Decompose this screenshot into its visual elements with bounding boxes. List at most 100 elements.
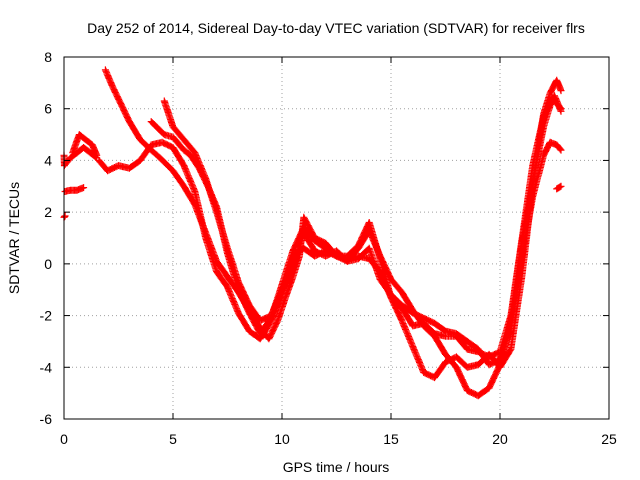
data-point [89,151,91,154]
data-point [226,275,229,278]
series-s9 [553,182,565,193]
plot-frame [63,56,610,420]
y-tick-label: 6 [44,101,52,117]
data-point [324,242,327,244]
data-layer [60,66,565,400]
data-point [119,102,122,105]
data-point [455,366,458,369]
x-axis-label: GPS time / hours [283,459,390,475]
data-point [477,394,480,397]
data-point [161,141,163,144]
data-point [313,250,316,252]
series-s3 [60,212,69,221]
data-point [194,203,196,206]
series-s4 [69,131,101,159]
data-point [128,167,131,169]
data-point [444,353,447,356]
data-point [455,356,458,358]
data-point [172,126,174,128]
data-point [303,226,305,229]
data-point [194,151,196,154]
x-tick-label: 25 [601,431,617,447]
data-point [215,270,218,273]
data-point [226,252,229,255]
data-point [226,286,229,288]
data-point [71,151,74,154]
data-point [324,255,327,257]
data-point [117,164,120,167]
data-point [412,309,414,312]
y-tick-label: 8 [44,49,52,65]
data-point [259,319,262,322]
data-point [237,312,240,314]
data-point [104,69,107,71]
data-point [78,133,81,136]
data-point [560,89,562,92]
data-point [444,330,447,332]
data-point [207,185,209,188]
data-point [560,110,562,113]
y-tick-label: 0 [44,256,52,272]
data-point [69,189,72,191]
data-point [549,141,551,144]
series-markers [160,94,565,400]
data-point [150,120,152,123]
data-point [189,154,192,157]
data-point [510,348,512,350]
data-point [313,255,316,257]
data-point [76,151,78,154]
data-point [163,100,166,102]
data-point [466,348,469,350]
data-point [401,291,403,294]
data-point [95,154,98,157]
x-tick-label: 10 [274,431,290,447]
data-point [466,389,469,392]
data-point [521,275,523,278]
x-tick-label: 5 [169,431,177,447]
data-point [346,255,349,257]
data-point [368,257,371,260]
data-point [194,190,196,193]
data-point [433,322,436,325]
data-point [488,356,490,358]
data-point [259,332,262,335]
data-point [150,149,152,151]
data-point [139,159,142,162]
data-point [111,84,113,87]
data-point [531,164,534,167]
series-markers [61,184,88,195]
y-axis-label: SDTVAR / TECUs [6,182,22,294]
data-point [499,363,501,366]
data-point [172,146,174,149]
data-point [292,250,294,252]
data-point [259,338,262,340]
y-tick-label: -2 [40,308,53,324]
data-point [303,216,305,219]
data-point [555,144,558,146]
y-tick-label: -4 [40,359,53,375]
data-point [159,157,161,159]
data-point [542,154,545,157]
data-point [270,317,272,319]
chart-title: Day 252 of 2014, Sidereal Day-to-day VTE… [87,20,585,36]
data-point [466,340,469,343]
data-point [150,144,152,146]
data-point [412,325,414,327]
data-point [64,215,66,217]
data-point [106,169,109,172]
data-point [499,350,501,353]
data-point [368,247,371,250]
data-point [69,157,72,159]
data-point [313,239,316,242]
data-point [422,317,425,319]
data-point [444,361,447,363]
data-point [412,345,414,348]
data-point [292,268,294,270]
series-markers [60,212,69,221]
data-point [549,92,551,94]
series-s8 [147,92,565,361]
data-point [422,371,425,374]
data-point [128,120,131,123]
series-markers [553,182,565,193]
